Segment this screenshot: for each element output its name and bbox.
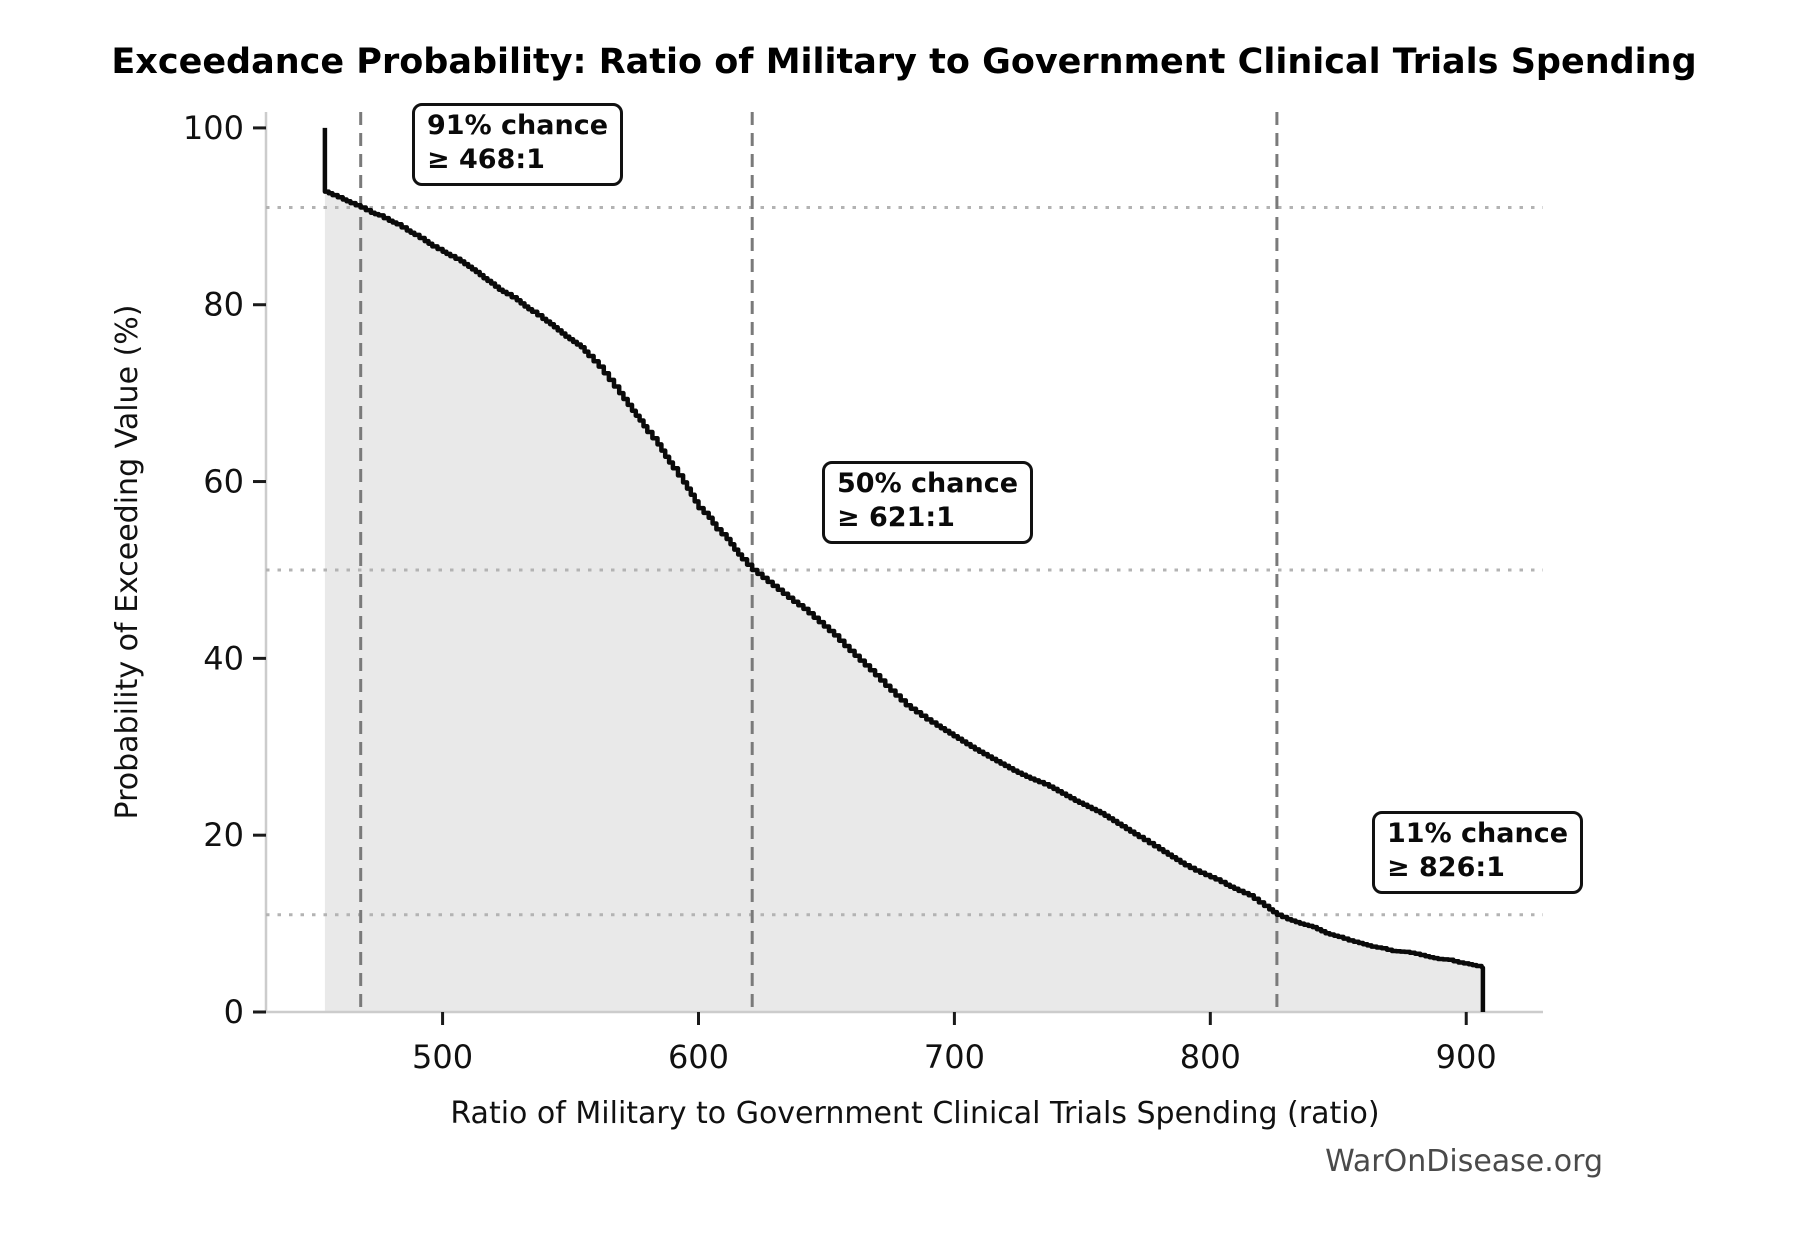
annotation-threshold-text: ≥ 826:1 (1387, 852, 1505, 883)
curve-path (322, 127, 1486, 1012)
x-tick-label: 700 (924, 1038, 985, 1076)
curve-fill (324, 127, 1483, 1012)
annotation-chance-text: 50% chance (837, 468, 1019, 499)
annotation-50pct: 50% chance ≥ 621:1 (822, 461, 1034, 544)
x-tick-label: 600 (668, 1038, 729, 1076)
annotation-threshold-text: ≥ 621:1 (837, 502, 955, 533)
y-tick-label: 60 (203, 463, 244, 501)
y-axis-label: Probability of Exceeding Value (%) (110, 304, 145, 820)
watermark: WarOnDisease.org (1325, 1144, 1603, 1179)
x-axis-label: Ratio of Military to Government Clinical… (450, 1096, 1380, 1131)
y-tick-label: 80 (203, 286, 244, 324)
y-tick-label: 20 (203, 816, 244, 854)
x-tick-label: 900 (1436, 1038, 1497, 1076)
annotation-threshold-text: ≥ 468:1 (427, 144, 545, 175)
x-tick-label: 800 (1180, 1038, 1241, 1076)
y-tick-label: 100 (183, 109, 244, 147)
y-tick-label: 0 (224, 993, 244, 1031)
annotation-91pct: 91% chance ≥ 468:1 (412, 103, 624, 186)
annotation-chance-text: 91% chance (427, 110, 609, 141)
x-tick-label: 500 (412, 1038, 473, 1076)
chart-title: Exceedance Probability: Ratio of Militar… (111, 42, 1697, 82)
annotation-11pct: 11% chance ≥ 826:1 (1372, 811, 1584, 894)
y-tick-label: 40 (203, 639, 244, 677)
annotation-chance-text: 11% chance (1387, 818, 1569, 849)
